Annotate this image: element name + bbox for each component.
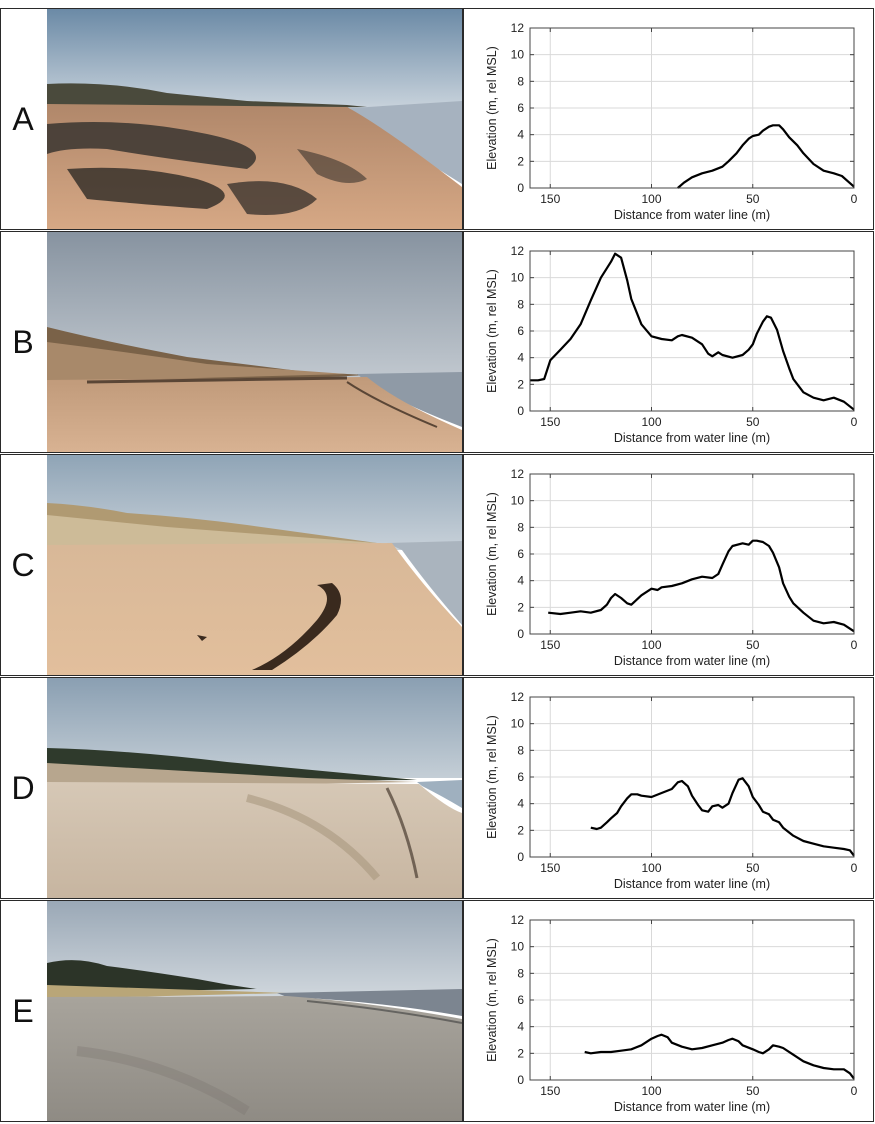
plot-border [529,250,855,412]
panel-a: A 0 2 4 6 8 10 12 150 100 50 0 Distance from water … [0,8,874,230]
panel-letter-a: A [12,100,34,137]
x-tick-label: 50 [746,415,760,429]
elevation-profile-line [584,1033,855,1080]
y-tick-label: 12 [511,21,525,35]
y-axis-label: Elevation (m, rel MSL) [485,46,499,170]
y-tick-label: 6 [517,101,524,115]
y-tick-label: 2 [517,154,524,168]
elevation-profile-d: 0 2 4 6 8 10 12 150 100 50 0 Distance from water li… [485,690,858,891]
panel-c: C 0 2 4 6 8 10 12 150 100 50 0 Distance from water … [0,454,874,676]
y-tick-label: 6 [517,324,524,338]
y-tick-label: 8 [517,966,524,980]
y-tick-label: 0 [517,1073,524,1087]
panel-e: E 0 2 4 6 8 10 12 150 100 50 0 Distance from water … [0,900,874,1122]
y-tick-label: 8 [517,297,524,311]
x-tick-label: 150 [540,1084,560,1098]
x-axis-label: Distance from water line (m) [614,431,770,445]
beach-photo-a [47,9,462,229]
x-axis-label: Distance from water line (m) [614,208,770,222]
x-tick-label: 150 [540,861,560,875]
beach-photo-b [47,232,462,452]
x-tick-label: 50 [746,1084,760,1098]
x-tick-label: 0 [851,638,858,652]
y-tick-label: 6 [517,993,524,1007]
y-tick-label: 4 [517,351,524,365]
x-tick-label: 0 [851,861,858,875]
y-tick-label: 6 [517,547,524,561]
y-tick-label: 0 [517,850,524,864]
y-tick-label: 10 [511,271,525,285]
y-tick-label: 8 [517,74,524,88]
y-tick-label: 4 [517,1020,524,1034]
y-tick-label: 8 [517,520,524,534]
x-tick-label: 150 [540,638,560,652]
x-tick-label: 150 [540,415,560,429]
x-tick-label: 100 [641,1084,661,1098]
x-tick-label: 50 [746,861,760,875]
x-tick-label: 50 [746,638,760,652]
beach-photo-c [47,455,462,675]
y-tick-label: 10 [511,940,525,954]
panel-b: B 0 2 4 6 8 10 12 150 100 50 0 Distance from water … [0,231,874,453]
x-axis-label: Distance from water line (m) [614,654,770,668]
x-axis-label: Distance from water line (m) [614,877,770,891]
panel-letter-b: B [12,323,34,360]
elevation-profile-line [677,124,855,189]
x-axis-label: Distance from water line (m) [614,1100,770,1114]
y-tick-label: 6 [517,770,524,784]
x-tick-label: 0 [851,192,858,206]
x-tick-label: 0 [851,1084,858,1098]
y-tick-label: 10 [511,48,525,62]
y-tick-label: 0 [517,404,524,418]
elevation-profile-a: 0 2 4 6 8 10 12 150 100 50 0 Distance from water li… [485,21,858,222]
x-tick-label: 100 [641,192,661,206]
x-tick-label: 0 [851,415,858,429]
beach-photo-e [47,901,462,1121]
y-tick-label: 12 [511,244,525,258]
y-tick-label: 0 [517,627,524,641]
y-axis-label: Elevation (m, rel MSL) [485,269,499,393]
y-tick-label: 4 [517,574,524,588]
y-tick-label: 4 [517,128,524,142]
y-tick-label: 0 [517,181,524,195]
elevation-profile-e: 0 2 4 6 8 10 12 150 100 50 0 Distance from water li… [485,913,858,1114]
elevation-profile-line [530,252,855,411]
y-tick-label: 2 [517,823,524,837]
plot-border [529,696,855,858]
x-tick-label: 100 [641,415,661,429]
x-tick-label: 50 [746,192,760,206]
y-tick-label: 12 [511,467,525,481]
elevation-profile-c: 0 2 4 6 8 10 12 150 100 50 0 Distance from water li… [485,467,858,668]
y-axis-label: Elevation (m, rel MSL) [485,938,499,1062]
panel-letter-d: D [11,769,35,806]
y-tick-label: 10 [511,717,525,731]
y-tick-label: 4 [517,797,524,811]
x-tick-label: 100 [641,861,661,875]
elevation-profile-b: 0 2 4 6 8 10 12 150 100 50 0 Distance from water li… [485,244,858,445]
y-tick-label: 2 [517,377,524,391]
x-tick-label: 100 [641,638,661,652]
y-axis-label: Elevation (m, rel MSL) [485,715,499,839]
y-tick-label: 12 [511,913,525,927]
panel-d: D 0 2 4 6 8 10 12 150 100 50 0 Distance from water … [0,677,874,899]
x-tick-label: 150 [540,192,560,206]
elevation-profile-line [590,777,855,857]
plot-border [529,919,855,1081]
plot-border [529,473,855,635]
y-tick-label: 8 [517,743,524,757]
y-axis-label: Elevation (m, rel MSL) [485,492,499,616]
plot-border [529,27,855,189]
y-tick-label: 2 [517,1046,524,1060]
y-tick-label: 12 [511,690,525,704]
y-tick-label: 10 [511,494,525,508]
y-tick-label: 2 [517,600,524,614]
beach-photo-d [47,678,462,898]
elevation-profile-line [548,539,855,633]
panel-letter-e: E [12,992,34,1029]
panel-letter-c: C [11,546,35,583]
